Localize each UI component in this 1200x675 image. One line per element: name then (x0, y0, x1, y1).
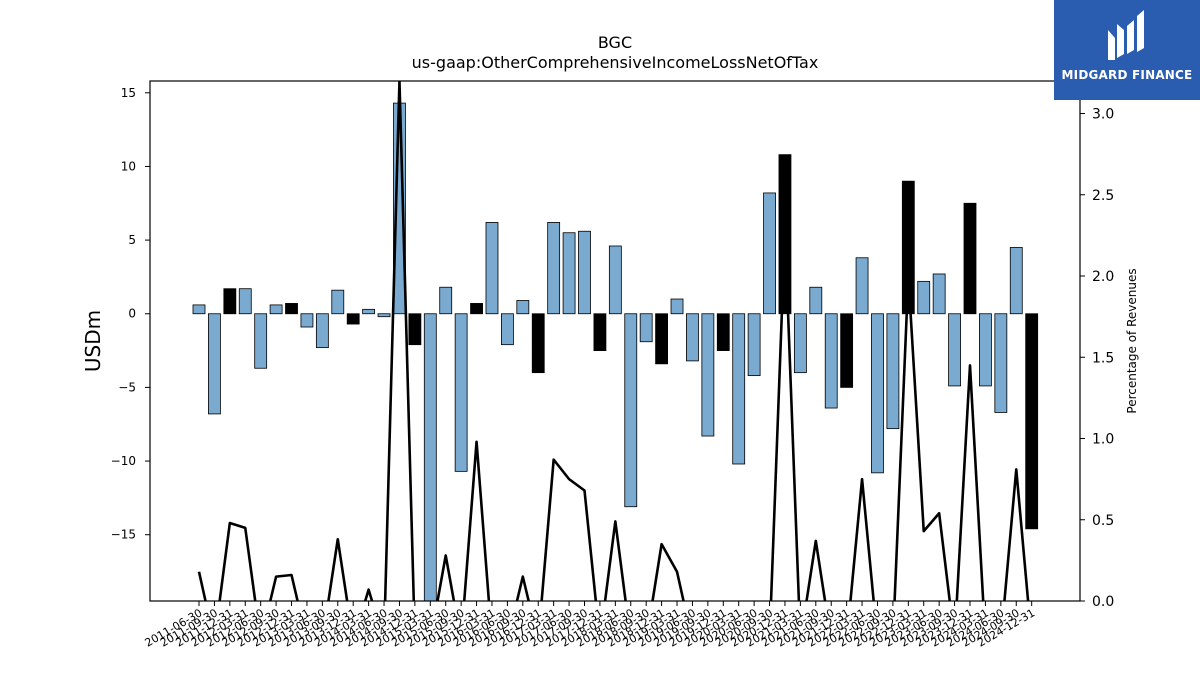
bar (932, 273, 946, 315)
y-tick-label: 5 (128, 233, 136, 247)
y2-tick-label: 0.5 (1092, 513, 1114, 529)
bar (315, 313, 329, 349)
y2-tick-label: 2.5 (1092, 188, 1114, 204)
bar (423, 313, 437, 601)
bar (701, 313, 715, 437)
bar (285, 303, 298, 315)
axes: −15−10−50510150.00.51.01.52.02.53.02011-… (111, 80, 1114, 650)
bar (948, 313, 961, 387)
y2-tick-label: 1.5 (1092, 350, 1114, 366)
bar (608, 245, 622, 315)
midgard-m-logo-icon (1108, 10, 1144, 60)
bar (963, 202, 977, 315)
y-tick-label: 0 (128, 307, 136, 321)
bar-series (192, 102, 1039, 601)
bar (454, 313, 468, 472)
bar (470, 303, 483, 315)
brand-name: MIDGARD FINANCE (1061, 68, 1193, 82)
bar (917, 280, 931, 315)
bar (747, 313, 761, 377)
y-tick-label: −10 (111, 454, 136, 468)
y2-axis-label: Percentage of Revenues (1125, 268, 1139, 413)
bar (547, 222, 561, 315)
bar (901, 180, 915, 315)
bar (871, 313, 884, 474)
bar (732, 313, 746, 465)
bar (269, 304, 283, 315)
percentage-line (197, 81, 1030, 601)
bar (1025, 313, 1039, 530)
bar (994, 313, 1008, 413)
bar (655, 313, 668, 365)
chart-subtitle: us-gaap:OtherComprehensiveIncomeLossNetO… (412, 53, 819, 72)
percentage-line-series (197, 81, 1030, 601)
bar (223, 288, 237, 315)
bar (793, 313, 807, 374)
bar (716, 313, 730, 351)
y-tick-label: 10 (121, 159, 136, 173)
bar (192, 304, 206, 315)
bar (408, 313, 422, 346)
bar (886, 313, 900, 430)
bar (439, 286, 453, 315)
bar (763, 192, 776, 315)
bar (562, 232, 576, 315)
y-tick-label: 15 (121, 86, 136, 100)
y-tick-label: −5 (118, 380, 136, 394)
bar (485, 222, 499, 315)
bar (670, 298, 684, 315)
bar (254, 313, 268, 369)
bar (855, 257, 869, 315)
bar (362, 308, 376, 315)
y-axis-label: USDm (81, 310, 105, 372)
y2-tick-label: 0.0 (1092, 594, 1114, 610)
bar (500, 313, 514, 346)
y2-tick-label: 1.0 (1092, 432, 1114, 448)
bar (531, 313, 545, 374)
chart-title: BGC (598, 33, 632, 52)
brand-logo: MIDGARD FINANCE (1054, 0, 1200, 100)
bar (578, 230, 591, 315)
y2-tick-label: 2.0 (1092, 269, 1114, 285)
y2-tick-label: 3.0 (1092, 107, 1114, 123)
bar (824, 313, 838, 409)
bar (300, 313, 314, 328)
bar (979, 313, 992, 387)
bar (516, 300, 530, 315)
bar (331, 289, 345, 315)
y-tick-label: −15 (111, 528, 136, 542)
bar (1009, 247, 1023, 315)
bar (346, 313, 360, 325)
bar (840, 313, 854, 388)
bar (624, 313, 638, 508)
bar (593, 313, 607, 351)
bar (377, 313, 391, 318)
bar (238, 288, 252, 315)
bar (208, 313, 221, 415)
bar (809, 286, 823, 315)
bar (639, 313, 653, 343)
bar (686, 313, 699, 362)
